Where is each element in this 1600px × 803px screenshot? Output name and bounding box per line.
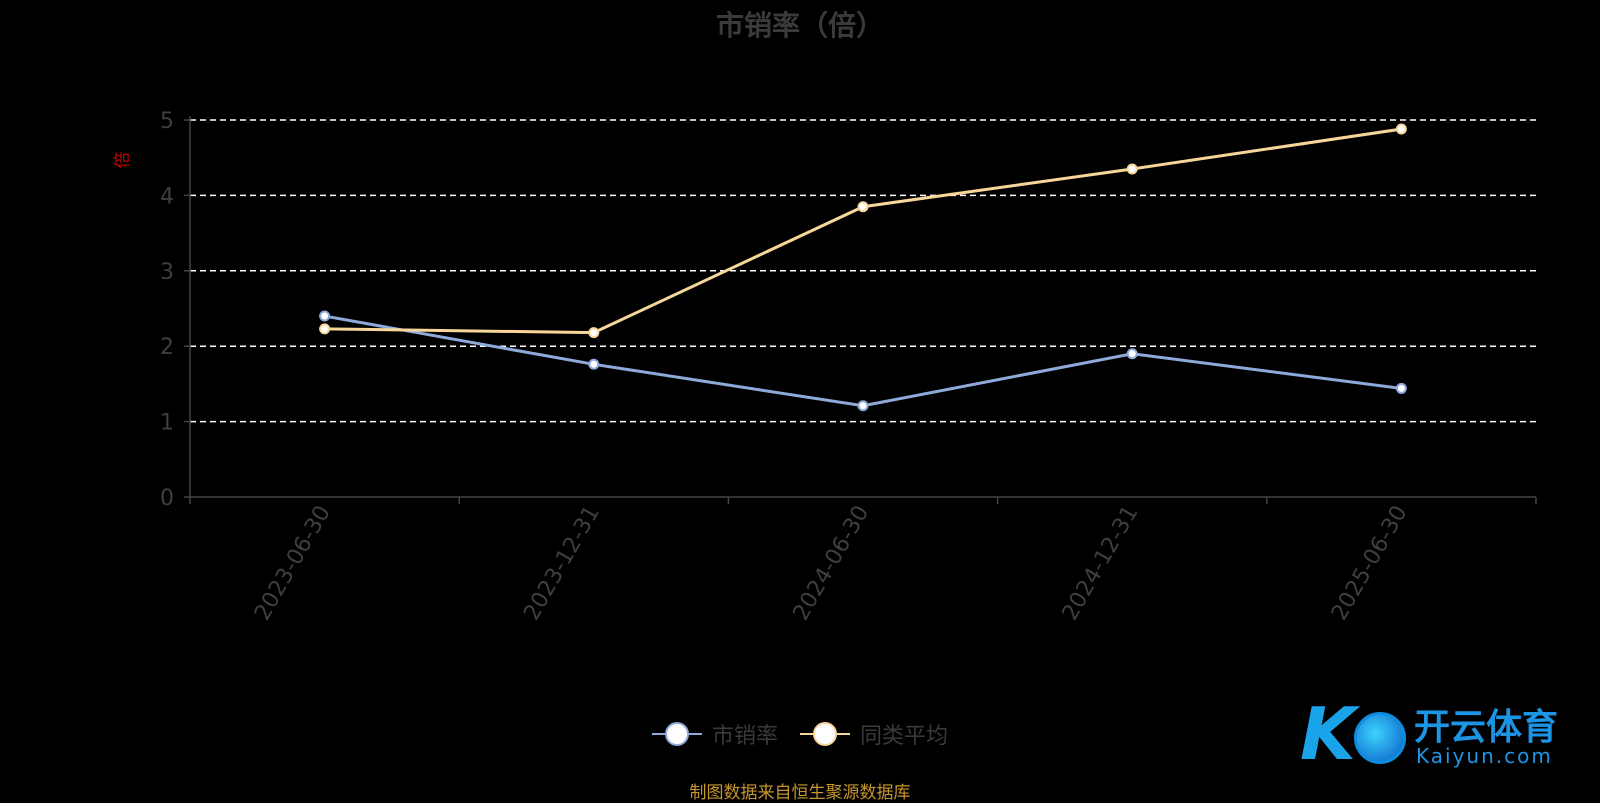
logo-text-cn: 开云体育 — [1414, 707, 1559, 748]
data-point-series-1 — [588, 358, 600, 370]
data-point-series-1 — [1395, 382, 1407, 394]
data-point-series-1 — [857, 400, 869, 412]
legend: 市销率 同类平均 — [0, 718, 1600, 750]
data-source-note: 制图数据来自恒生聚源数据库 — [689, 783, 911, 803]
data-point-series-1 — [319, 310, 331, 322]
logo-mark: K — [1300, 692, 1356, 776]
legend-label-series-2: 同类平均 — [860, 724, 949, 749]
x-tick-label: 2023-12-31 — [519, 502, 605, 625]
series-line-2 — [324, 127, 1402, 335]
data-point-series-2 — [1395, 123, 1407, 135]
y-axis-label: 倍 — [113, 152, 133, 169]
x-tick-label: 2023-06-30 — [250, 502, 336, 625]
y-tick-label: 2 — [160, 335, 174, 360]
y-tick-label: 0 — [160, 486, 174, 511]
legend-swatch-series-1 — [651, 722, 702, 746]
legend-swatch-series-2 — [800, 722, 850, 746]
data-point-series-2 — [588, 327, 600, 339]
soccer-ball-icon — [1354, 712, 1406, 764]
x-tick-label: 2024-06-30 — [789, 502, 875, 625]
y-tick-label: 4 — [160, 184, 174, 209]
data-point-series-2 — [1126, 163, 1138, 175]
data-point-series-1 — [1126, 348, 1138, 360]
line-chart: 0 1 2 3 4 5 2023-06-30 2023-12-31 2024-06-30 2024… — [113, 109, 1537, 625]
legend-label-series-1: 市销率 — [711, 724, 778, 749]
x-tick-label: 2025-06-30 — [1327, 502, 1413, 625]
brand-logo: K 开云体育 Kaiyun.com — [1296, 694, 1586, 780]
logo-text-en: Kaiyun.com — [1416, 744, 1553, 768]
data-point-series-2 — [319, 323, 331, 335]
y-tick-label: 3 — [160, 260, 174, 285]
y-tick-label: 5 — [160, 109, 174, 134]
data-point-series-2 — [857, 201, 869, 213]
legend-item-series-1[interactable]: 市销率 — [651, 718, 778, 750]
x-tick-label: 2024-12-31 — [1058, 502, 1144, 625]
y-tick-label: 1 — [160, 411, 174, 436]
series-line-1 — [324, 314, 1402, 408]
legend-item-series-2[interactable]: 同类平均 — [800, 718, 948, 750]
chart-title: 市销率（倍） — [715, 9, 884, 42]
